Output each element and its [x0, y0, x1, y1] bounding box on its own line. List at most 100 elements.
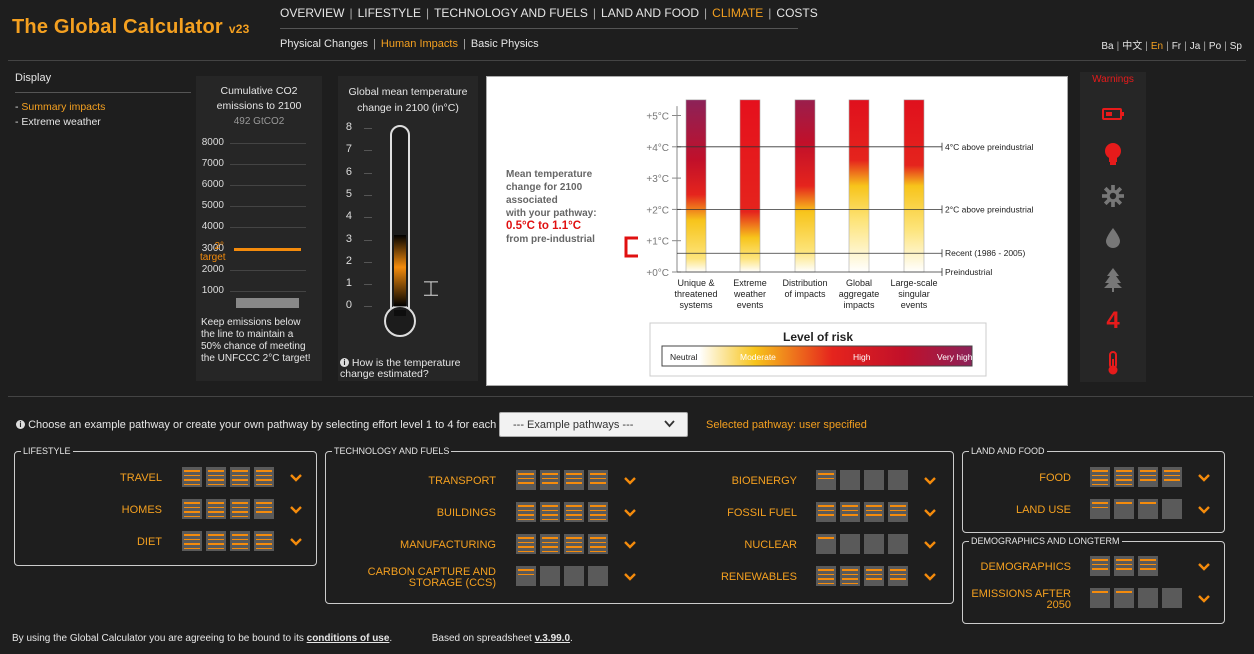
- lever-level-box[interactable]: [516, 534, 536, 554]
- chevron-down-icon[interactable]: [1197, 594, 1211, 604]
- display-option-summary[interactable]: - Summary impacts: [15, 101, 106, 113]
- lever-level-box[interactable]: [206, 499, 226, 519]
- example-pathways-dropdown[interactable]: --- Example pathways ---: [499, 412, 688, 437]
- chevron-down-icon[interactable]: [1197, 473, 1211, 483]
- lever-level-box[interactable]: [254, 531, 274, 551]
- thermometer-icon[interactable]: [1102, 350, 1124, 376]
- lever-level-box[interactable]: [182, 499, 202, 519]
- app-logo[interactable]: The Global Calculator v23: [12, 16, 250, 39]
- droplet-icon[interactable]: [1102, 225, 1124, 251]
- lever-level-box[interactable]: [816, 534, 836, 554]
- lever-level-box[interactable]: [540, 534, 560, 554]
- lever-level-box[interactable]: [1114, 588, 1134, 608]
- nav-item-1[interactable]: LIFESTYLE: [357, 6, 421, 20]
- lever-level-box[interactable]: [206, 467, 226, 487]
- battery-icon[interactable]: [1102, 101, 1124, 127]
- lever-level-box[interactable]: [864, 470, 884, 490]
- lever-level-box[interactable]: [254, 467, 274, 487]
- lever-level-box[interactable]: [1114, 556, 1134, 576]
- spreadsheet-version-link[interactable]: v.3.99.0: [534, 633, 571, 644]
- chevron-down-icon[interactable]: [923, 572, 937, 582]
- nav-item-2[interactable]: TECHNOLOGY AND FUELS: [434, 6, 588, 20]
- lever-level-box[interactable]: [540, 502, 560, 522]
- lever-level-box[interactable]: [1162, 499, 1182, 519]
- lever-level-box[interactable]: [516, 566, 536, 586]
- chevron-down-icon[interactable]: [923, 540, 937, 550]
- lever-level-box[interactable]: [1138, 467, 1158, 487]
- lever-level-box[interactable]: [1114, 499, 1134, 519]
- subnav-item-1[interactable]: Human Impacts: [380, 38, 458, 50]
- lever-name[interactable]: DEMOGRAPHICS: [0, 562, 1071, 584]
- chevron-down-icon[interactable]: [623, 572, 637, 582]
- lever-level-box[interactable]: [564, 470, 584, 490]
- chevron-down-icon[interactable]: [923, 476, 937, 486]
- language-0[interactable]: Ba: [1101, 41, 1114, 52]
- lever-level-box[interactable]: [840, 534, 860, 554]
- language-2[interactable]: En: [1150, 41, 1164, 52]
- language-5[interactable]: Po: [1208, 41, 1222, 52]
- chevron-down-icon[interactable]: [623, 476, 637, 486]
- lever-level-box[interactable]: [540, 566, 560, 586]
- lever-name[interactable]: TRAVEL: [0, 473, 162, 495]
- lever-level-box[interactable]: [564, 534, 584, 554]
- chevron-down-icon[interactable]: [289, 473, 303, 483]
- lever-level-box[interactable]: [1138, 556, 1158, 576]
- lever-name[interactable]: BIOENERGY: [0, 476, 797, 498]
- lever-level-box[interactable]: [888, 566, 908, 586]
- display-option-extreme-weather[interactable]: - Extreme weather: [15, 116, 101, 128]
- lever-level-box[interactable]: [1138, 588, 1158, 608]
- lever-level-box[interactable]: [1090, 556, 1110, 576]
- lever-level-box[interactable]: [588, 534, 608, 554]
- chevron-down-icon[interactable]: [289, 505, 303, 515]
- lever-level-box[interactable]: [516, 470, 536, 490]
- lever-level-box[interactable]: [1138, 499, 1158, 519]
- lever-level-box[interactable]: [1090, 588, 1110, 608]
- subnav-item-2[interactable]: Basic Physics: [470, 38, 539, 50]
- lever-name[interactable]: BUILDINGS: [0, 508, 496, 530]
- lever-level-box[interactable]: [564, 566, 584, 586]
- language-4[interactable]: Ja: [1189, 41, 1201, 52]
- lever-level-box[interactable]: [230, 467, 250, 487]
- lever-name[interactable]: FOSSIL FUEL: [0, 508, 797, 530]
- lever-name[interactable]: NUCLEAR: [0, 540, 797, 562]
- language-1[interactable]: 中文: [1122, 41, 1143, 52]
- lever-name[interactable]: LAND USE: [0, 505, 1071, 527]
- lever-name[interactable]: EMISSIONS AFTER 2050: [0, 589, 1071, 611]
- lever-level-box[interactable]: [840, 566, 860, 586]
- lever-level-box[interactable]: [888, 502, 908, 522]
- lever-level-box[interactable]: [588, 566, 608, 586]
- lever-level-box[interactable]: [888, 534, 908, 554]
- lever-level-box[interactable]: [230, 531, 250, 551]
- nav-item-5[interactable]: COSTS: [776, 6, 818, 20]
- lever-level-box[interactable]: [1090, 467, 1110, 487]
- lever-level-box[interactable]: [816, 470, 836, 490]
- lever-name[interactable]: DIET: [0, 537, 162, 559]
- lever-level-box[interactable]: [516, 502, 536, 522]
- lever-level-box[interactable]: [888, 470, 908, 490]
- lever-level-box[interactable]: [1162, 467, 1182, 487]
- chevron-down-icon[interactable]: [623, 508, 637, 518]
- conditions-of-use-link[interactable]: conditions of use: [306, 633, 390, 644]
- lever-level-box[interactable]: [816, 566, 836, 586]
- lever-level-box[interactable]: [1114, 467, 1134, 487]
- language-3[interactable]: Fr: [1171, 41, 1182, 52]
- chevron-down-icon[interactable]: [1197, 505, 1211, 515]
- subnav-item-0[interactable]: Physical Changes: [280, 38, 369, 50]
- lever-level-box[interactable]: [254, 499, 274, 519]
- chevron-down-icon[interactable]: [1197, 562, 1211, 572]
- lever-level-box[interactable]: [182, 531, 202, 551]
- lever-level-box[interactable]: [230, 499, 250, 519]
- lever-level-box[interactable]: [816, 502, 836, 522]
- lever-level-box[interactable]: [840, 502, 860, 522]
- lever-level-box[interactable]: [588, 470, 608, 490]
- chevron-down-icon[interactable]: [289, 537, 303, 547]
- number-four-icon[interactable]: 4: [1106, 307, 1120, 334]
- lever-level-box[interactable]: [182, 467, 202, 487]
- lever-name[interactable]: CARBON CAPTURE AND STORAGE (CCS): [0, 567, 496, 589]
- tree-icon[interactable]: [1102, 267, 1124, 293]
- lever-level-box[interactable]: [588, 502, 608, 522]
- nav-item-0[interactable]: OVERVIEW: [280, 6, 345, 20]
- language-6[interactable]: Sp: [1229, 41, 1242, 52]
- temperature-info-link[interactable]: i How is the temperature change estimate…: [340, 357, 461, 380]
- chevron-down-icon[interactable]: [623, 540, 637, 550]
